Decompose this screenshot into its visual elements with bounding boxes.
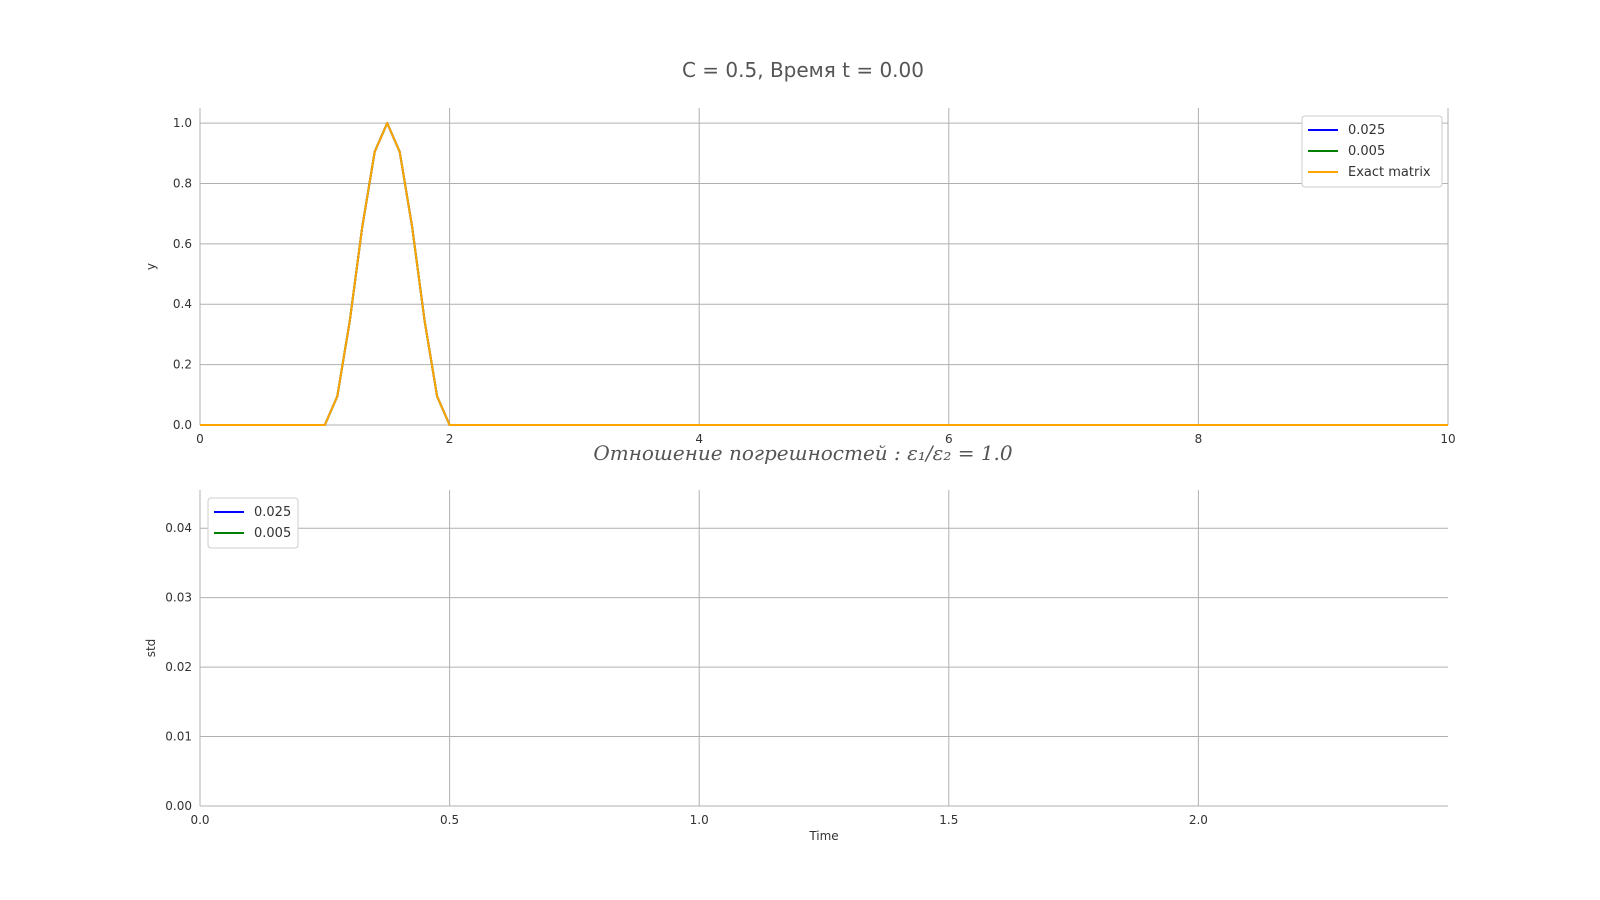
legend-box	[1301, 115, 1443, 188]
legend-entry: 0.005	[254, 526, 291, 541]
x-tick-label: 2	[446, 432, 454, 446]
y-tick-label: 0.04	[165, 521, 192, 535]
x-tick-label: 10	[1440, 432, 1455, 446]
y-tick-label: 0.2	[173, 358, 192, 372]
y-tick-label: 0.00	[165, 799, 192, 813]
y-tick-label: 1.0	[173, 116, 192, 130]
y-tick-label: 0.02	[165, 660, 192, 674]
legend-entry: 0.025	[254, 505, 291, 520]
series-line	[200, 122, 1448, 426]
x-tick-label: 0.5	[440, 813, 459, 827]
x-tick-label: 6	[945, 432, 953, 446]
y-tick-label: 0.0	[173, 418, 192, 432]
y-tick-label: 0.01	[165, 730, 192, 744]
legend-entry: 0.005	[1348, 144, 1385, 159]
x-tick-label: 0	[196, 432, 204, 446]
figure-title: C = 0.5, Время t = 0.00	[682, 58, 924, 82]
x-tick-label: 1.0	[690, 813, 709, 827]
legend-box	[207, 497, 299, 549]
legend-entry: 0.025	[1348, 123, 1385, 138]
legend-entry: Exact matrix	[1348, 165, 1431, 180]
y-tick-label: 0.6	[173, 237, 192, 251]
x-tick-label: 8	[1195, 432, 1203, 446]
y-tick-label: 0.8	[173, 176, 192, 190]
x-tick-label: 4	[695, 432, 703, 446]
x-tick-label: 1.5	[939, 813, 958, 827]
y-tick-label: 0.4	[173, 297, 192, 311]
series-line	[200, 122, 1448, 426]
series-line	[200, 122, 1448, 426]
bottom-chart: 0.0 0.5 1.0 1.5 2.0 0.00 0.01 0.02 0.03 0.04 std Ti…	[144, 490, 1448, 843]
x-axis-label: Time	[808, 829, 838, 843]
y-tick-label: 0.03	[165, 591, 192, 605]
y-axis-label: std	[144, 639, 158, 658]
top-chart: 0 2 4 6 8 10 0.0 0.2 0.4 0.6 0.8 1.0 y 0.025 0.005 Exac…	[144, 108, 1456, 446]
x-tick-label: 2.0	[1189, 813, 1208, 827]
x-tick-label: 0.0	[190, 813, 209, 827]
y-axis-label: y	[144, 263, 158, 270]
bottom-chart-title: Отношение погрешностей : ε₁/ε₂ = 1.0	[593, 441, 1013, 465]
